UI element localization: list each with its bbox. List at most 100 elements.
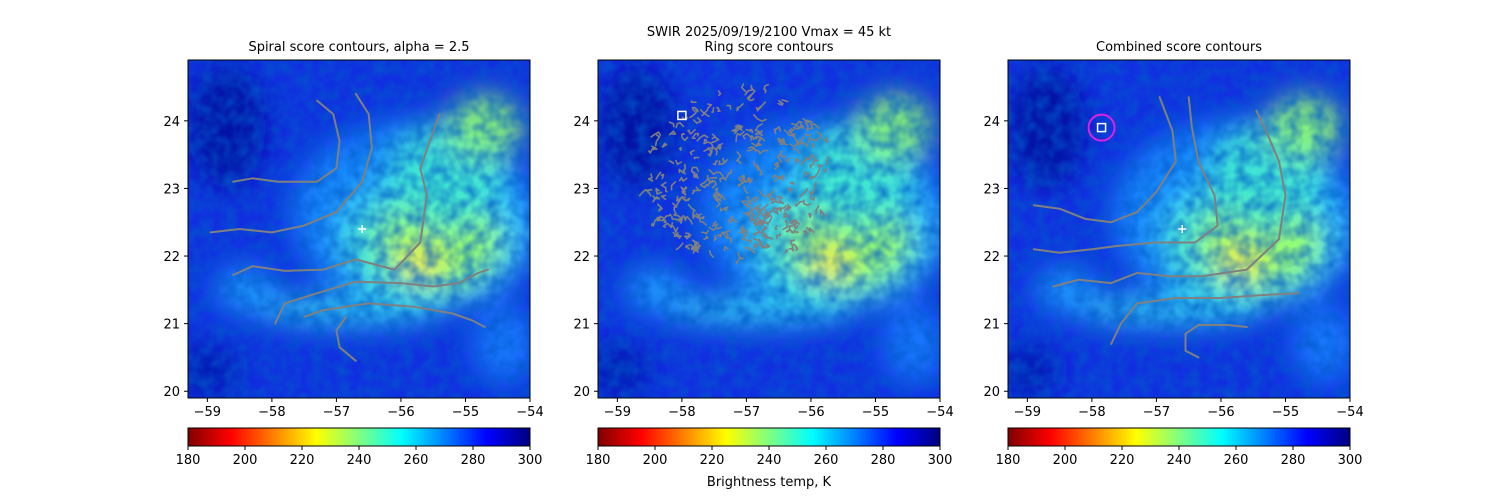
- contour-line: [692, 208, 700, 219]
- contour-line: [722, 169, 732, 180]
- contour-line: [776, 195, 783, 200]
- contour-line: [303, 302, 486, 328]
- contour-line: [767, 195, 776, 204]
- contour-line: [678, 176, 688, 182]
- contour-line: [787, 205, 790, 211]
- contour-line: [724, 229, 731, 239]
- contour-line: [751, 142, 762, 147]
- contour-line: [714, 187, 719, 195]
- colorbar-tick-label: 220: [290, 453, 315, 468]
- contour-line: [798, 188, 809, 198]
- axes-frame: [187, 59, 531, 399]
- colorbar-label: Brightness temp, K: [707, 475, 832, 490]
- contour-line: [793, 148, 800, 154]
- contour-line: [655, 187, 663, 195]
- contour-line: [691, 132, 699, 140]
- panel-1: Spiral score contours, alpha = 2.5 −59 −58…: [163, 40, 543, 468]
- contour-line: [679, 196, 687, 201]
- contour-line: [742, 132, 752, 140]
- y-tick-label: 20: [573, 385, 590, 400]
- contour-line: [741, 83, 747, 93]
- y-tick-label: 21: [573, 318, 590, 333]
- contour-line: [764, 208, 770, 215]
- contour-line: [754, 123, 763, 136]
- contour-line: [736, 124, 744, 130]
- contour-line: [763, 207, 775, 217]
- panel-title: Ring score contours: [704, 40, 833, 55]
- contour-line: [693, 176, 699, 179]
- colorbar-tick-label: 180: [586, 453, 611, 468]
- contour-line: [713, 235, 717, 242]
- contour-line: [743, 185, 749, 194]
- contour-line: [731, 125, 738, 132]
- x-tick-label: −55: [452, 405, 479, 420]
- contour-line: [335, 315, 357, 362]
- contour-line: [746, 93, 753, 99]
- center-plus-marker: [358, 225, 367, 233]
- contour-line: [696, 134, 709, 142]
- contour-line: [650, 216, 664, 227]
- contour-line: [660, 194, 667, 201]
- contour-line: [662, 217, 667, 224]
- contour-line: [744, 84, 753, 96]
- contour-line: [752, 160, 761, 170]
- y-tick-label: 21: [163, 318, 180, 333]
- contour-line: [654, 134, 661, 147]
- contour-lines: [638, 83, 829, 265]
- contour-line: [777, 99, 784, 107]
- contour-line: [232, 113, 441, 276]
- contour-line: [711, 220, 717, 227]
- contour-line: [711, 107, 715, 113]
- contour-line: [1032, 96, 1177, 224]
- contour-line: [758, 220, 767, 227]
- contour-line: [724, 206, 729, 211]
- colorbar-tick-label: 180: [996, 453, 1021, 468]
- y-tick-label: 24: [163, 115, 180, 130]
- panel-2: Ring score contours −59 −58 −57 −56 −55 −54 20 2…: [573, 40, 953, 468]
- contour-line: [789, 239, 799, 251]
- contour-line: [716, 106, 721, 112]
- axes-frame: [1007, 59, 1351, 399]
- contour-line: [647, 188, 653, 192]
- contour-line: [707, 141, 718, 156]
- contour-line: [769, 197, 785, 205]
- x-tick-label: −56: [797, 405, 824, 420]
- contour-line: [741, 200, 753, 212]
- axes-frame: [597, 59, 941, 399]
- center-plus-marker: [1178, 225, 1187, 233]
- x-tick-label: −58: [668, 405, 695, 420]
- square-marker: [677, 110, 687, 121]
- contour-line: [809, 159, 819, 169]
- contour-line: [785, 225, 795, 234]
- contour-line: [708, 249, 715, 258]
- contour-line: [682, 163, 686, 173]
- contour-line: [670, 181, 677, 191]
- contour-line: [690, 166, 700, 175]
- contour-line: [711, 136, 720, 144]
- contour-line: [701, 229, 709, 235]
- contour-line: [753, 243, 760, 249]
- colorbar-tick-label: 260: [404, 453, 429, 468]
- contour-line: [793, 229, 799, 234]
- square-marker: [1096, 122, 1107, 133]
- contour-line: [752, 113, 767, 122]
- colorbar-tick-label: 240: [757, 453, 782, 468]
- contour-line: [802, 118, 813, 123]
- contour-line: [754, 149, 769, 155]
- contour-line: [753, 238, 761, 243]
- y-tick-label: 24: [983, 115, 1000, 130]
- contour-line: [778, 154, 787, 158]
- contour-line: [660, 181, 668, 193]
- contour-line: [826, 156, 829, 166]
- contour-line: [703, 138, 708, 145]
- colorbar: [187, 427, 531, 447]
- contour-line: [784, 219, 788, 224]
- contour-line: [735, 251, 744, 265]
- contour-line: [715, 197, 722, 208]
- contour-line: [668, 121, 675, 128]
- contour-line: [749, 214, 755, 223]
- contour-line: [699, 217, 705, 220]
- contour-line: [678, 168, 686, 175]
- y-tick-label: 22: [573, 250, 590, 265]
